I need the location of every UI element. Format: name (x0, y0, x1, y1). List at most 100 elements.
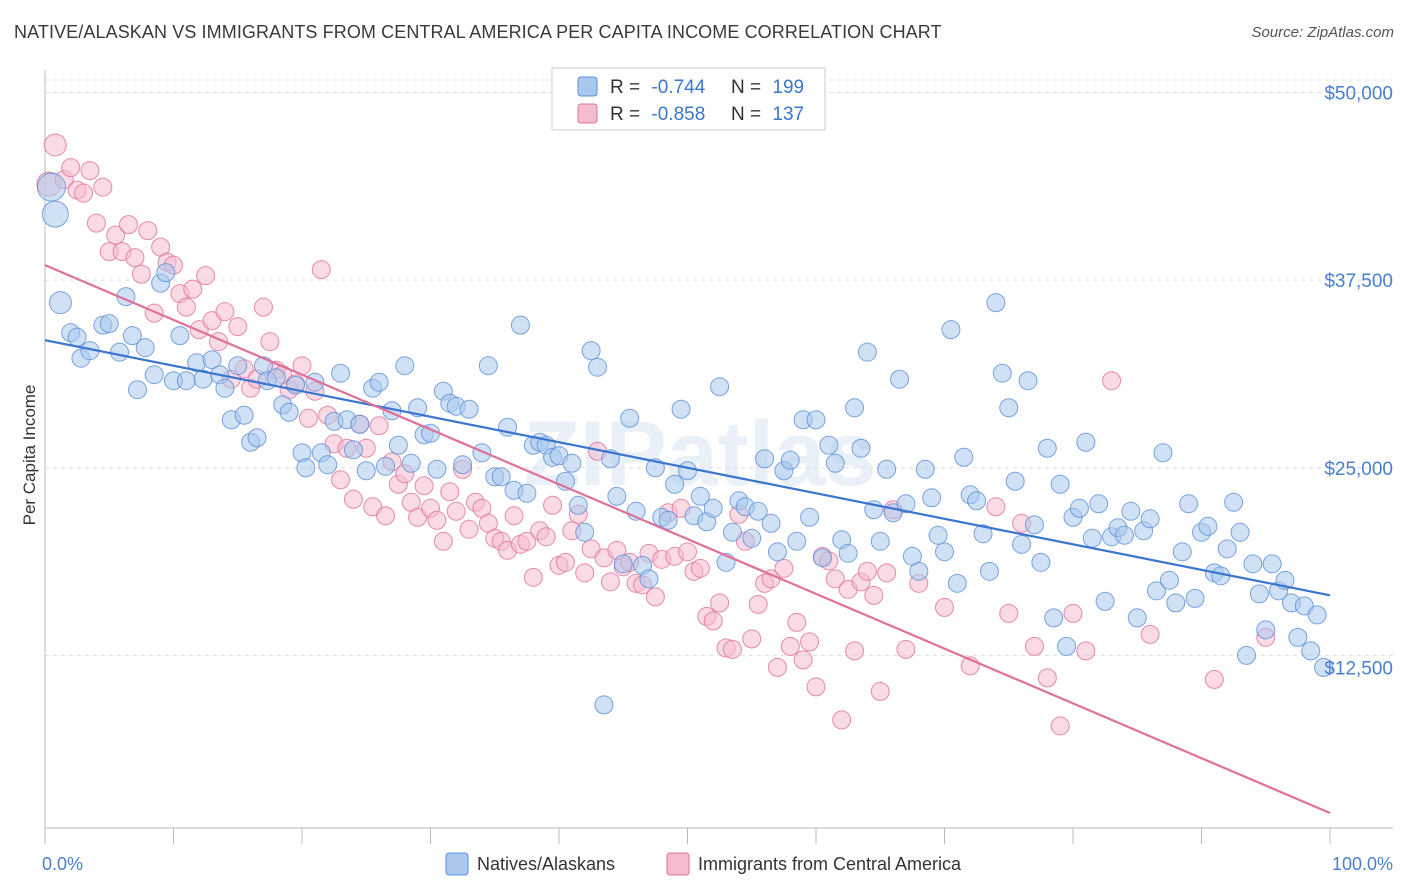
data-point (401, 453, 421, 473)
data-point (1314, 657, 1334, 677)
data-point (331, 470, 351, 490)
data-point (1114, 525, 1134, 545)
data-point (999, 398, 1019, 418)
data-point (896, 639, 916, 659)
data-point (1057, 636, 1077, 656)
data-point (1243, 554, 1263, 574)
data-point (86, 213, 106, 233)
data-point (1050, 716, 1070, 736)
data-point (1037, 668, 1057, 688)
data-point (253, 297, 273, 317)
data-point (935, 542, 954, 562)
data-point (806, 677, 826, 697)
x-tick-labels: 0.0% 100.0% (42, 854, 1393, 874)
data-point (575, 522, 595, 542)
data-point (710, 377, 730, 397)
data-point (793, 650, 813, 670)
data-point (967, 491, 987, 511)
data-point (928, 525, 948, 545)
data-point (36, 172, 66, 202)
data-point (1063, 603, 1083, 623)
data-point (1102, 371, 1122, 391)
data-point (459, 519, 479, 539)
data-point (202, 350, 222, 370)
data-point (99, 314, 119, 334)
data-point (935, 597, 954, 617)
data-point (176, 371, 196, 391)
data-point (690, 486, 710, 506)
data-point (1249, 584, 1269, 604)
data-point (296, 458, 316, 478)
data-point (870, 681, 890, 701)
data-point (806, 410, 826, 430)
data-point (832, 710, 852, 730)
data-point (742, 629, 762, 649)
data-point (144, 365, 164, 385)
data-point (658, 510, 678, 530)
data-point (427, 459, 447, 479)
data-point (613, 554, 633, 574)
data-point (703, 611, 723, 631)
data-point (369, 372, 389, 392)
data-point (838, 543, 858, 563)
data-point (1095, 591, 1115, 611)
chart-title: NATIVE/ALASKAN VS IMMIGRANTS FROM CENTRA… (14, 22, 942, 42)
data-point (131, 264, 151, 284)
legend-swatch-blue (577, 76, 598, 97)
data-point (742, 528, 762, 548)
data-point (144, 303, 164, 323)
data-point (543, 495, 563, 515)
data-point (228, 317, 248, 337)
data-point (517, 483, 537, 503)
data-point (748, 594, 768, 614)
data-point (915, 459, 935, 479)
data-point (690, 558, 710, 578)
data-point (1301, 641, 1321, 661)
data-point (433, 531, 453, 551)
data-point (973, 524, 993, 544)
data-point (845, 398, 865, 418)
data-point (774, 558, 794, 578)
data-point (343, 489, 363, 509)
data-point (890, 369, 910, 389)
data-point (999, 603, 1019, 623)
data-point (1140, 624, 1160, 644)
data-point (600, 572, 620, 592)
data-point (1050, 474, 1070, 494)
data-point (41, 200, 69, 228)
y-tick-labels: $12,500 $25,000 $37,500 $50,000 (1324, 84, 1393, 680)
data-point (722, 522, 742, 542)
data-point (1024, 515, 1044, 535)
data-point (1172, 542, 1192, 562)
trend-line (44, 339, 1331, 597)
data-point (135, 338, 155, 358)
legend-swatch-pink (577, 103, 598, 124)
data-point (279, 402, 299, 422)
data-point (106, 225, 126, 245)
data-point (800, 507, 820, 527)
data-point (170, 326, 190, 346)
data-point (183, 279, 203, 299)
data-point (478, 356, 498, 376)
data-point (138, 221, 158, 241)
data-point (119, 215, 139, 235)
data-point (395, 356, 415, 376)
data-point (388, 435, 408, 455)
data-point (1307, 605, 1327, 625)
legend-r-label: R = (610, 77, 640, 98)
data-point (979, 561, 999, 581)
series-legend-swatch-natives (445, 852, 469, 876)
data-point (678, 461, 697, 481)
data-point (1127, 608, 1147, 628)
data-point (575, 563, 595, 583)
legend-n-label: N = (731, 104, 761, 125)
data-point (1159, 570, 1179, 590)
series-legend-immigrants: Immigrants from Central America (698, 854, 962, 874)
data-point (43, 133, 67, 157)
data-point (311, 260, 331, 280)
data-point (74, 183, 94, 203)
data-point (620, 408, 640, 428)
data-point (376, 506, 396, 526)
data-point (128, 380, 148, 400)
x-tick-label-left: 0.0% (42, 854, 83, 874)
